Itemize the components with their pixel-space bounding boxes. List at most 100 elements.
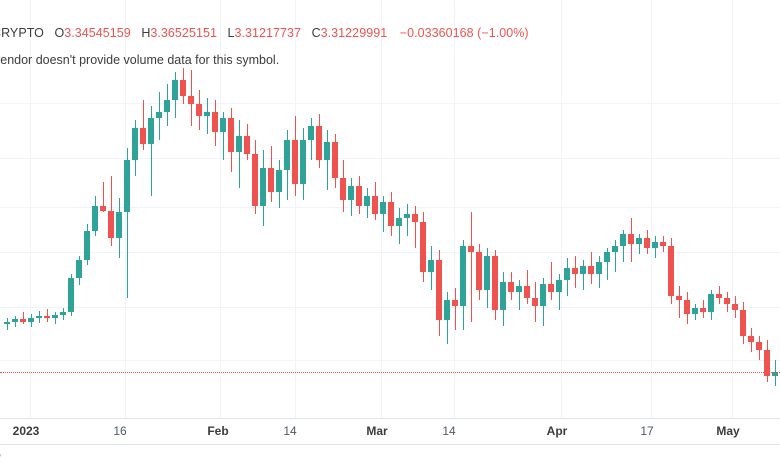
candle-body [452,300,458,306]
candle-body [252,154,258,206]
candle-body [500,282,506,310]
candle-wick [551,262,552,300]
candle-body [164,100,170,112]
candle-body [188,96,194,104]
candle-body [196,104,202,116]
price-line-layer [0,372,780,373]
candle-body [52,315,58,318]
candle-body [668,246,674,296]
chart-plot-area[interactable] [0,0,780,418]
time-axis-label: 17 [640,424,654,438]
candle-wick [103,182,104,212]
candle-wick [127,148,128,298]
candle-body [436,260,442,320]
time-axis-label: May [716,424,740,438]
gridline-vertical [732,0,733,418]
candle-body [92,206,98,231]
candle-body [644,238,650,248]
candle-body [332,142,338,178]
candle-wick [143,100,144,150]
candle-body [412,214,418,222]
candle-body [228,118,234,152]
bottom-toolbar: w [0,445,780,470]
candle-wick [383,196,384,232]
candle-body [748,336,754,342]
time-axis-label: 14 [442,424,456,438]
candle-wick [519,280,520,310]
candle-wick [55,312,56,324]
time-axis-label: Apr [546,424,568,438]
candle-body [556,280,562,292]
candle-body [652,242,658,248]
interval-label[interactable]: w [0,450,1,465]
candle-body [316,126,322,160]
candle-body [156,112,162,118]
candle-body [124,160,130,212]
candle-body [348,186,354,200]
candle-body [60,312,66,315]
time-axis-label: Mar [366,424,388,438]
candle-body [740,310,746,336]
candle-body [612,246,618,252]
candle-body [492,256,498,310]
gridline-vertical [454,0,455,418]
candle-body [548,284,554,292]
candle-body [268,168,274,192]
candle-body [764,350,770,376]
candle-wick [7,318,8,330]
candle-wick [151,106,152,196]
candle-body [772,372,778,376]
candle-body [284,140,290,170]
candle-wick [607,248,608,280]
candle-body [132,128,138,160]
candle-body [476,252,482,290]
candle-body [604,252,610,262]
candle-body [12,319,18,322]
candle-wick [615,240,616,272]
candle-body [444,300,450,320]
candle-body [756,342,762,350]
candle-body [716,294,722,298]
candle-body [356,186,362,206]
candle-body [308,126,314,140]
candle-body [516,286,522,292]
candle-body [468,246,474,252]
candle-body [84,231,90,260]
axis-divider [0,444,780,445]
candle-body [44,316,50,318]
gridline-vertical [220,0,221,418]
candle-body [396,218,402,226]
time-axis-label: Feb [207,424,229,438]
time-axis[interactable]: 2023 16 Feb 14 Mar 14 Apr 17 May [0,418,780,445]
candle-wick [47,309,48,322]
candle-body [100,206,106,211]
candle-body [380,202,386,214]
candle-wick [223,112,224,160]
candle-body [532,298,538,306]
time-axis-label: 2023 [12,424,40,438]
candle-body [724,298,730,304]
candle-wick [455,288,456,330]
candle-body [428,260,434,272]
candle-body [620,234,626,246]
candle-body [76,260,82,278]
candle-body [180,80,186,96]
candle-body [28,318,34,322]
candle-body [596,262,602,274]
candle-body [116,212,122,238]
gridline-horizontal [0,158,780,159]
candle-wick [407,204,408,236]
candle-body [244,136,250,154]
candle-wick [559,274,560,310]
candle-wick [679,286,680,318]
candle-body [276,170,282,192]
candle-body [148,118,154,144]
gridline-horizontal [0,307,780,308]
gridline-vertical [651,0,652,418]
candle-wick [639,234,640,254]
candle-body [68,278,74,312]
candle-wick [415,206,416,248]
candle-body [340,178,346,200]
candle-body [588,266,594,274]
